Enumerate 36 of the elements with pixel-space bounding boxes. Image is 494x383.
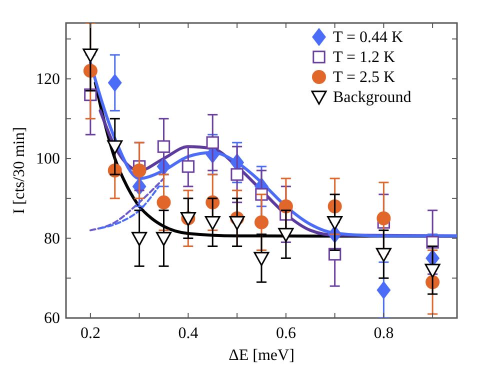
point	[157, 140, 170, 153]
y-axis-title: I [cts/30 min]	[11, 126, 28, 214]
x-tick-label: 0.2	[80, 325, 100, 342]
point	[204, 216, 220, 230]
point	[254, 215, 268, 230]
point	[424, 264, 440, 278]
point	[132, 232, 148, 246]
y-tick-label: 60	[44, 310, 60, 327]
point	[376, 211, 391, 226]
x-tick-label: 0.8	[374, 325, 394, 342]
x-axis-title: ΔE [meV]	[228, 347, 294, 364]
line-series	[89, 177, 165, 232]
point	[376, 248, 392, 262]
point	[132, 164, 146, 178]
x-tick-label: 0.4	[178, 325, 198, 342]
point	[327, 216, 343, 230]
point	[254, 252, 270, 266]
point	[156, 232, 172, 246]
point	[107, 140, 123, 154]
legend-label: T = 2.5 K	[333, 69, 396, 86]
point	[206, 136, 219, 149]
y-tick-label: 120	[36, 70, 60, 88]
point	[82, 48, 98, 63]
legend-label: Background	[333, 89, 412, 106]
point	[182, 160, 195, 173]
legend-label: T = 1.2 K	[333, 49, 396, 66]
y-tick-label: 100	[36, 150, 60, 168]
point	[108, 74, 122, 92]
legend-label: T = 0.44 K	[333, 29, 404, 46]
point	[229, 216, 245, 230]
y-tick-label: 80	[44, 230, 60, 248]
point	[278, 228, 294, 242]
x-tick-label: 0.6	[276, 325, 296, 342]
point	[230, 168, 244, 181]
point	[376, 280, 391, 300]
point	[156, 195, 171, 210]
